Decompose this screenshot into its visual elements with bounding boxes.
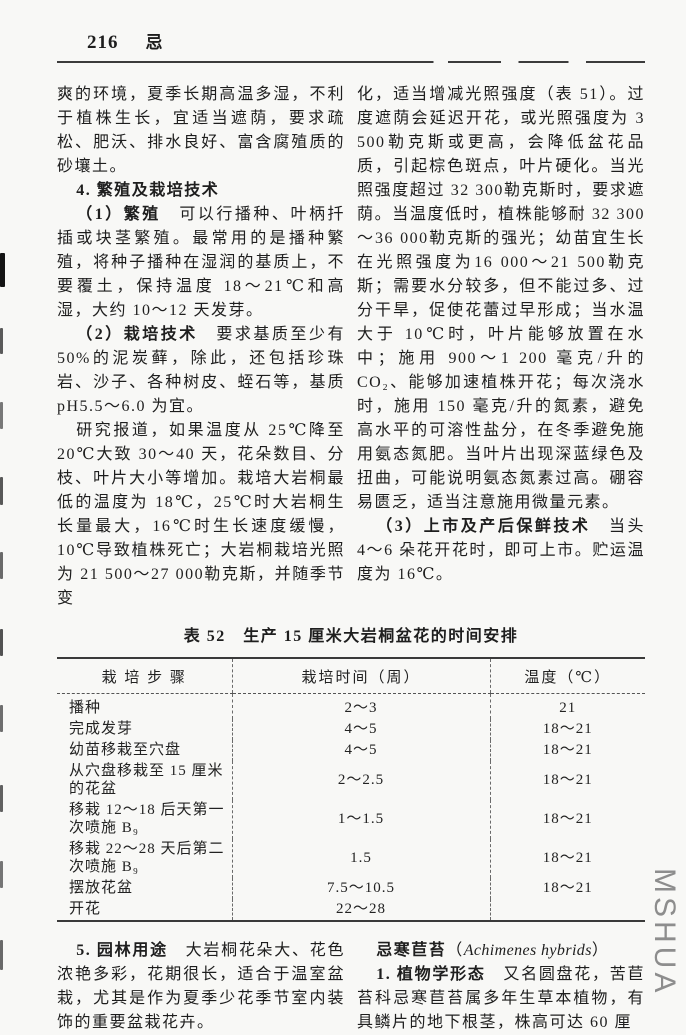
text-segment: （2）栽培技术 (76, 326, 198, 343)
paragraph: 4. 繁殖及栽培技术 (57, 179, 345, 203)
table-52-section: 表 52 生产 15 厘米大岩桐盆花的时间安排 栽 培 步 骤 栽培时间（周） … (57, 625, 645, 922)
table-row: 移栽 22～28 天后第二次喷施 B₉ 1.5 18～21 (57, 839, 645, 878)
table-row: 幼苗移栽至穴盘 4～5 18～21 (57, 740, 645, 761)
cell-temperature: 18～21 (489, 800, 645, 839)
cell-temperature: 18～21 (489, 761, 645, 800)
text-segment: 4. 繁殖及栽培技术 (76, 182, 220, 199)
table-row: 完成发芽 4～5 18～21 (57, 719, 645, 740)
column-header-duration: 栽培时间（周） (231, 658, 490, 694)
paragraph: 忌寒苣苔（Achimenes hybrids） (357, 939, 645, 963)
text-segment: 5. 园林用途 (76, 942, 168, 959)
bottom-left-column: 5. 园林用途 大岩桐花朵大、花色浓艳多彩，花期很长，适合于温室盆栽，尤其是作为… (57, 939, 345, 1035)
cell-temperature: 21 (489, 693, 645, 719)
page-header: 216 忌 (57, 28, 645, 54)
paragraph: 研究报道，如果温度从 25℃降至 20℃大致 30～40 天，花朵数目、分枝、叶… (57, 419, 345, 611)
cell-temperature (489, 899, 645, 921)
cell-duration: 4～5 (231, 719, 490, 740)
text-segment: ） (591, 942, 610, 959)
text-segment: 忌寒苣苔 (376, 942, 447, 959)
top-text-columns: 爽的环境，夏季长期高温多湿，不利于植株生长，宜适当遮荫，要求疏松、肥沃、排水良好… (57, 83, 645, 611)
text-segment: （1）繁殖 (76, 206, 161, 223)
scan-artifact-mark (0, 940, 3, 970)
table-title: 表 52 生产 15 厘米大岩桐盆花的时间安排 (183, 628, 519, 645)
paragraph: 1. 植物学形态 又名圆盘花，苦苣苔科忌寒苣苔属多年生草本植物，有具鳞片的地下根… (357, 963, 645, 1035)
cell-step: 开花 (69, 901, 102, 917)
scan-artifact-mark (0, 705, 3, 732)
table-row: 播种 2～3 21 (57, 693, 645, 719)
paragraph: （1）繁殖 可以行播种、叶柄扦插或块茎繁殖。最常用的是播种繁殖，将种子播种在湿润… (57, 203, 345, 323)
cell-step: 播种 (69, 700, 102, 716)
paragraph: 化，适当增减光照强度（表 51）。过度遮荫会延迟开花，或光照强度为 3 500勒… (357, 83, 645, 515)
bottom-right-column: 忌寒苣苔（Achimenes hybrids） 1. 植物学形态 又名圆盘花，苦苣… (357, 939, 645, 1035)
column-header-step: 栽 培 步 骤 (57, 658, 232, 694)
cell-step: 完成发芽 (69, 721, 134, 737)
text-segment: 当头 4～6 朵花开花时，即可上市。贮运温度为 16℃。 (357, 518, 645, 583)
running-head: 忌 (145, 33, 163, 52)
scan-artifact-mark (0, 477, 3, 505)
text-segment: 1. 植物学形态 (376, 966, 486, 983)
cell-duration: 1～1.5 (231, 800, 490, 839)
text-segment: （3）上市及产后保鲜技术 (376, 518, 591, 535)
table-row: 开花 22～28 (57, 899, 645, 921)
cell-temperature: 18～21 (489, 740, 645, 761)
paragraph: （3）上市及产后保鲜技术 当头 4～6 朵花开花时，即可上市。贮运温度为 16℃… (357, 515, 645, 587)
text-segment: 可以行播种、叶柄扦插或块茎繁殖。最常用的是播种繁殖，将种子播种在湿润的基质上，不… (57, 206, 345, 319)
cell-step: 幼苗移栽至穴盘 (69, 742, 182, 758)
cell-duration: 2～3 (231, 693, 490, 719)
table-52: 栽 培 步 骤 栽培时间（周） 温度（℃） 播种 2～3 21 完成发芽 4～5 18～2… (57, 657, 645, 922)
table-row: 移栽 12～18 后天第一次喷施 B₉ 1～1.5 18～21 (57, 800, 645, 839)
watermark: MSHUA (648, 868, 681, 997)
scan-artifact-mark (0, 629, 3, 656)
cell-temperature: 18～21 (489, 878, 645, 899)
text-segment: Achimenes hybrids (463, 942, 592, 959)
paragraph: （2）栽培技术 要求基质至少有 50%的泥炭藓，除此，还包括珍珠岩、沙子、各种树… (57, 323, 345, 419)
page-content: 216 忌 爽的环境，夏季长期高温多湿，不利于植株生长，宜适当遮荫，要求疏松、肥… (57, 28, 645, 1035)
text-segment: 要求基质至少有 50%的泥炭藓，除此，还包括珍珠岩、沙子、各种树皮、蛭石等，基质… (57, 326, 345, 415)
scan-artifact-mark (0, 402, 3, 429)
cell-duration: 2～2.5 (231, 761, 490, 800)
scan-artifact-mark (0, 253, 5, 287)
cell-temperature: 18～21 (489, 839, 645, 878)
top-right-column: 化，适当增减光照强度（表 51）。过度遮荫会延迟开花，或光照强度为 3 500勒… (357, 83, 645, 611)
paragraph: 爽的环境，夏季长期高温多湿，不利于植株生长，宜适当遮荫，要求疏松、肥沃、排水良好… (57, 83, 345, 179)
cell-step: 移栽 22～28 天后第二次喷施 B₉ (69, 841, 225, 875)
page-number: 216 (87, 32, 119, 53)
table-row: 从穴盘移栽至 15 厘米的花盆 2～2.5 18～21 (57, 761, 645, 800)
text-segment: （ (446, 942, 464, 959)
top-left-column: 爽的环境，夏季长期高温多湿，不利于植株生长，宜适当遮荫，要求疏松、肥沃、排水良好… (57, 83, 345, 611)
bottom-text-columns: 5. 园林用途 大岩桐花朵大、花色浓艳多彩，花期很长，适合于温室盆栽，尤其是作为… (57, 939, 645, 1035)
text-segment: 爽的环境，夏季长期高温多湿，不利于植株生长，宜适当遮荫，要求疏松、肥沃、排水良好… (57, 86, 345, 175)
table-row: 摆放花盆 7.5～10.5 18～21 (57, 878, 645, 899)
text-segment: 化，适当增减光照强度（表 51）。过度遮荫会延迟开花，或光照强度为 3 500勒… (357, 86, 645, 511)
cell-duration: 22～28 (231, 899, 490, 921)
cell-step: 从穴盘移栽至 15 厘米的花盆 (69, 763, 224, 797)
column-header-temperature: 温度（℃） (489, 658, 645, 694)
paragraph: 5. 园林用途 大岩桐花朵大、花色浓艳多彩，花期很长，适合于温室盆栽，尤其是作为… (57, 939, 345, 1035)
text-segment: 研究报道，如果温度从 25℃降至 20℃大致 30～40 天，花朵数目、分枝、叶… (57, 422, 345, 607)
cell-temperature: 18～21 (489, 719, 645, 740)
cell-duration: 7.5～10.5 (231, 878, 490, 899)
scan-artifact-mark (0, 861, 3, 888)
scan-artifact-mark (0, 785, 3, 812)
scan-artifact-mark (0, 328, 3, 354)
header-rule (57, 61, 645, 63)
cell-duration: 4～5 (231, 740, 490, 761)
table-body: 播种 2～3 21 完成发芽 4～5 18～21 幼苗移栽至穴盘 4～5 18～21 从穴盘移栽至… (57, 693, 645, 921)
cell-step: 移栽 12～18 后天第一次喷施 B₉ (69, 802, 225, 836)
cell-duration: 1.5 (231, 839, 490, 878)
table-header-row: 栽 培 步 骤 栽培时间（周） 温度（℃） (57, 658, 645, 694)
scan-artifact-mark (0, 552, 3, 579)
cell-step: 摆放花盆 (69, 880, 134, 896)
